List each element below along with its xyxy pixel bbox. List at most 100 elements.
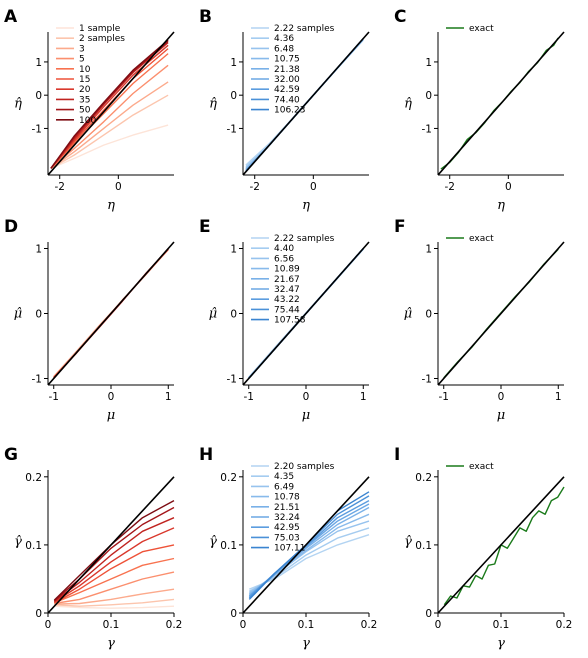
y-axis-label-H: γ̂ (209, 535, 217, 550)
y-axis-label-F: μ̂ (404, 307, 412, 322)
y-tick-label-G: 0.2 (25, 472, 42, 484)
legend-label-E: 32.47 (274, 285, 300, 295)
series-group-C (438, 31, 565, 175)
y-tick-label-D: -1 (32, 374, 42, 386)
identity-line-A (48, 31, 175, 175)
y-tick-label-D: 1 (35, 244, 42, 256)
legend-label-E: 43.22 (274, 295, 300, 305)
legend-label-H: 6.49 (274, 482, 294, 492)
series-group-B (243, 31, 370, 175)
series-group-F (438, 241, 565, 385)
series-line-I-0 (443, 486, 565, 606)
panel-letter-H: H (199, 445, 213, 465)
legend-label-B: 21.38 (274, 65, 300, 75)
legend-label-E: 6.56 (274, 254, 294, 264)
legend-label-A: 15 (79, 75, 90, 85)
y-tick-label-A: -1 (32, 123, 42, 135)
legend-label-F: exact (469, 234, 494, 244)
panel-E: E -1 0 1 -1 0 1 μ μ̂ 2.22 samples4.406.5610.8921.… (199, 217, 370, 423)
panel-C: C -2 0 -1 0 1 η η̂ exact (394, 7, 565, 213)
legend-label-E: 21.67 (274, 275, 300, 285)
x-tick-label-I: 0.1 (493, 619, 510, 631)
series-line-G-2 (54, 588, 175, 605)
legend-label-H: 75.03 (274, 533, 300, 543)
x-tick-label-F: -1 (438, 391, 448, 403)
panel-letter-D: D (4, 217, 18, 237)
panel-H: H0 0.1 0.200.10.2γγ̂2.20 samples4.356.4910… (199, 445, 377, 651)
y-tick-label-B: 0 (230, 90, 237, 102)
x-axis-label-F: μ (497, 408, 505, 423)
x-tick-label-I: 0.2 (556, 619, 573, 631)
legend-label-H: 21.51 (274, 503, 300, 513)
series-line-A-0 (50, 124, 169, 169)
legend-label-B: 2.22 samples (274, 24, 335, 34)
x-tick-label-D: -1 (48, 391, 58, 403)
x-axis-label-D: μ (107, 408, 115, 423)
identity-line-B (243, 31, 370, 175)
y-tick-label-C: 1 (425, 57, 432, 69)
y-tick-label-E: 0 (230, 309, 237, 321)
legend-label-A: 50 (79, 106, 91, 116)
identity-line-H (243, 476, 370, 613)
x-tick-label-A: 0 (115, 181, 122, 193)
legend-label-A: 35 (79, 95, 90, 105)
y-tick-label-E: 1 (230, 244, 237, 256)
series-group-H (243, 476, 370, 613)
x-axis-label-I: γ (497, 636, 505, 651)
series-group-D (48, 241, 175, 385)
legend-label-I: exact (469, 462, 494, 472)
x-tick-label-H: 0.2 (361, 619, 378, 631)
y-tick-label-A: 1 (35, 57, 42, 69)
legend-label-B: 6.48 (274, 44, 294, 54)
x-tick-label-D: 1 (165, 391, 172, 403)
series-line-G-0 (54, 605, 175, 609)
y-tick-label-D: 0 (35, 309, 42, 321)
identity-line-D (48, 241, 175, 385)
legend-label-A: 1 sample (79, 24, 121, 34)
x-tick-label-G: 0.2 (166, 619, 183, 631)
legend-label-H: 107.11 (274, 544, 306, 554)
series-group-E (243, 241, 370, 385)
legend-label-H: 42.95 (274, 523, 300, 533)
legend-label-E: 10.89 (274, 265, 300, 275)
series-line-G-8 (53, 506, 175, 602)
y-tick-label-H: 0.1 (220, 540, 237, 552)
legend-label-B: 74.40 (274, 95, 300, 105)
x-axis-label-A: η (107, 198, 115, 213)
series-group-A (48, 31, 175, 175)
y-tick-label-B: -1 (227, 123, 237, 135)
panel-letter-F: F (394, 217, 406, 237)
y-tick-label-I: 0.1 (415, 540, 432, 552)
x-tick-label-I: 0 (435, 619, 442, 631)
x-tick-label-E: 1 (360, 391, 367, 403)
legend-label-A: 20 (79, 85, 91, 95)
x-tick-label-G: 0 (45, 619, 52, 631)
identity-line-G (48, 476, 175, 613)
y-tick-label-F: 0 (425, 309, 432, 321)
y-tick-label-G: 0 (35, 608, 42, 620)
y-axis-label-E: μ̂ (209, 307, 217, 322)
legend-label-E: 2.22 samples (274, 234, 335, 244)
legend-label-B: 42.59 (274, 85, 300, 95)
legend-label-E: 4.40 (274, 244, 294, 254)
series-line-G-3 (54, 571, 175, 605)
series-line-G-5 (53, 544, 175, 604)
legend-label-B: 106.23 (274, 106, 306, 116)
x-tick-label-C: 0 (505, 181, 512, 193)
y-tick-label-H: 0.2 (220, 472, 237, 484)
y-axis-label-A: η̂ (14, 97, 22, 112)
y-tick-label-H: 0 (230, 608, 237, 620)
panel-I: I 0 0.1 0.2 0 0.1 0.2 γ γ̂ exact (394, 445, 572, 651)
identity-line-I (438, 476, 565, 613)
x-tick-label-H: 0 (240, 619, 247, 631)
legend-label-C: exact (469, 24, 494, 34)
panel-letter-G: G (4, 445, 18, 465)
x-tick-label-F: 1 (555, 391, 562, 403)
x-tick-label-A: -2 (54, 181, 64, 193)
y-axis-label-I: γ̂ (404, 535, 412, 550)
identity-line-F (438, 241, 565, 385)
x-tick-label-H: 0.1 (298, 619, 315, 631)
x-axis-label-G: γ (107, 636, 115, 651)
y-tick-label-C: -1 (422, 123, 432, 135)
